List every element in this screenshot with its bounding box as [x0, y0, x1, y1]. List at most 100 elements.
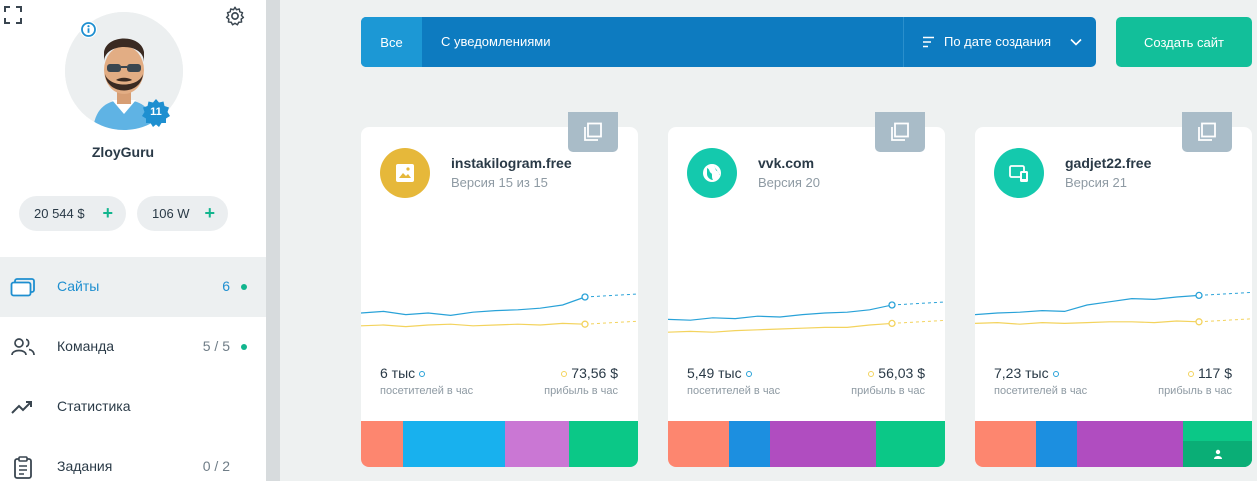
color-strip-segment — [361, 421, 403, 467]
color-strip-segment — [505, 421, 569, 467]
sidebar-item-label: Задания — [57, 458, 113, 474]
visitors-line — [361, 296, 586, 317]
copy-icon — [584, 122, 602, 141]
visitors-label: посетителей в час — [994, 385, 1088, 397]
site-version: Версия 15 из 15 — [451, 175, 548, 190]
visitors-stat: 5,49 тыс — [687, 365, 752, 381]
notification-dot — [241, 344, 247, 350]
copy-icon — [891, 122, 909, 141]
visitors-legend-dot — [419, 371, 426, 378]
globe-icon — [703, 164, 721, 182]
add-money-button[interactable]: + — [102, 203, 113, 223]
color-strip — [975, 421, 1252, 467]
notification-dot — [241, 284, 247, 290]
user-icon — [1213, 449, 1222, 459]
profit-point — [888, 319, 896, 328]
site-version: Версия 21 — [1065, 175, 1128, 190]
info-icon[interactable] — [80, 21, 97, 38]
visitors-label: посетителей в час — [687, 385, 781, 397]
color-strip-segment — [1077, 421, 1183, 467]
sidebar-item-team[interactable]: Команда 5 / 5 — [0, 317, 266, 377]
visitors-line — [668, 304, 893, 321]
color-strip-segment — [975, 421, 1036, 467]
visitors-legend-dot — [1052, 371, 1059, 378]
sidebar-item-count: 0 / 2 — [202, 458, 230, 474]
sidebar-scrollbar[interactable] — [266, 0, 280, 481]
level-value: 11 — [150, 106, 162, 118]
profit-label: прибыль в час — [544, 385, 618, 397]
profit-point — [1195, 318, 1203, 326]
sidebar-item-label: Статистика — [57, 398, 131, 414]
profit-line — [975, 320, 1200, 325]
chevron-down-icon[interactable] — [1070, 37, 1082, 47]
visitors-value: 7,23 тыс — [994, 365, 1049, 381]
profit-stat: 56,03 $ — [868, 365, 925, 381]
tab-with-notifications[interactable]: С уведомлениями — [441, 34, 551, 49]
sidebar-item-count: 5 / 5 — [202, 338, 230, 354]
visitors-point — [581, 293, 589, 301]
clipboard-icon — [14, 456, 32, 479]
sidebar-item-label: Команда — [57, 338, 115, 354]
sidebar-item-statistics[interactable]: Статистика — [0, 377, 266, 437]
sidebar-item-label: Сайты — [57, 278, 100, 294]
profit-value: 56,03 $ — [878, 365, 925, 381]
visitors-label: посетителей в час — [380, 385, 474, 397]
filter-bar: Все С уведомлениями По дате создания — [361, 17, 1096, 67]
site-name[interactable]: instakilogram.free — [451, 155, 572, 171]
color-strip-segment — [728, 421, 771, 467]
gear-icon[interactable] — [224, 5, 246, 27]
profit-stat: 73,56 $ — [561, 365, 618, 381]
sort-dropdown[interactable]: По дате создания — [944, 34, 1052, 49]
profit-legend-dot — [1188, 371, 1195, 378]
divider — [903, 17, 904, 67]
site-name[interactable]: vvk.com — [758, 155, 815, 171]
site-name[interactable]: gadjet22.free — [1065, 155, 1152, 171]
color-strip-segment — [770, 421, 876, 467]
site-card[interactable]: instakilogram.free Версия 15 из 15 6 тыс п… — [361, 127, 638, 467]
visitors-point — [1195, 291, 1203, 300]
w-balance: 106 W + — [137, 196, 228, 231]
sidebar-item-count: 6 — [222, 278, 230, 294]
site-trend-chart — [361, 293, 638, 328]
site-card[interactable]: vvk.com Версия 20 5,49 тыс посетителей в ч… — [668, 127, 945, 467]
image-icon — [396, 164, 414, 182]
copy-site-button[interactable] — [1182, 112, 1232, 152]
trend-icon — [11, 401, 32, 414]
profit-value: 117 $ — [1198, 365, 1232, 381]
site-icon-badge — [994, 148, 1044, 198]
profit-forecast-line — [584, 320, 638, 325]
color-strip-segment — [668, 421, 729, 467]
profit-line — [668, 322, 893, 333]
add-w-button[interactable]: + — [204, 203, 215, 223]
color-strip-segment — [1182, 421, 1252, 467]
site-trend-chart — [975, 291, 1252, 326]
user-slot-button[interactable] — [1182, 441, 1252, 467]
site-icon-badge — [687, 148, 737, 198]
fullscreen-icon[interactable] — [4, 6, 22, 24]
site-version: Версия 20 — [758, 175, 821, 190]
visitors-stat: 7,23 тыс — [994, 365, 1059, 381]
site-icon-badge — [380, 148, 430, 198]
create-site-button[interactable]: Создать сайт — [1116, 17, 1252, 67]
color-strip-segment — [875, 421, 945, 467]
copy-site-button[interactable] — [875, 112, 925, 152]
profit-stat: 117 $ — [1188, 365, 1232, 381]
tab-all[interactable]: Все — [361, 17, 422, 67]
sites-icon — [10, 278, 35, 297]
visitors-stat: 6 тыс — [380, 365, 426, 381]
sidebar: 11 ZloyGuru 20 544 $ + 106 W + Сайты 6 К… — [0, 0, 266, 481]
visitors-line — [975, 294, 1200, 316]
devices-icon — [1009, 165, 1028, 182]
color-strip-segment — [568, 421, 638, 467]
level-badge: 11 — [141, 98, 171, 128]
profit-forecast-line — [1198, 318, 1252, 323]
site-card[interactable]: gadjet22.free Версия 21 7,23 тыс посетител… — [975, 127, 1252, 467]
sidebar-item-tasks[interactable]: Задания 0 / 2 — [0, 437, 266, 481]
sort-icon[interactable] — [923, 36, 935, 48]
visitors-forecast-line — [891, 301, 945, 306]
visitors-value: 6 тыс — [380, 365, 416, 381]
sidebar-item-sites[interactable]: Сайты 6 — [0, 257, 266, 317]
copy-icon — [1198, 122, 1216, 141]
copy-site-button[interactable] — [568, 112, 618, 152]
color-strip — [361, 421, 638, 467]
